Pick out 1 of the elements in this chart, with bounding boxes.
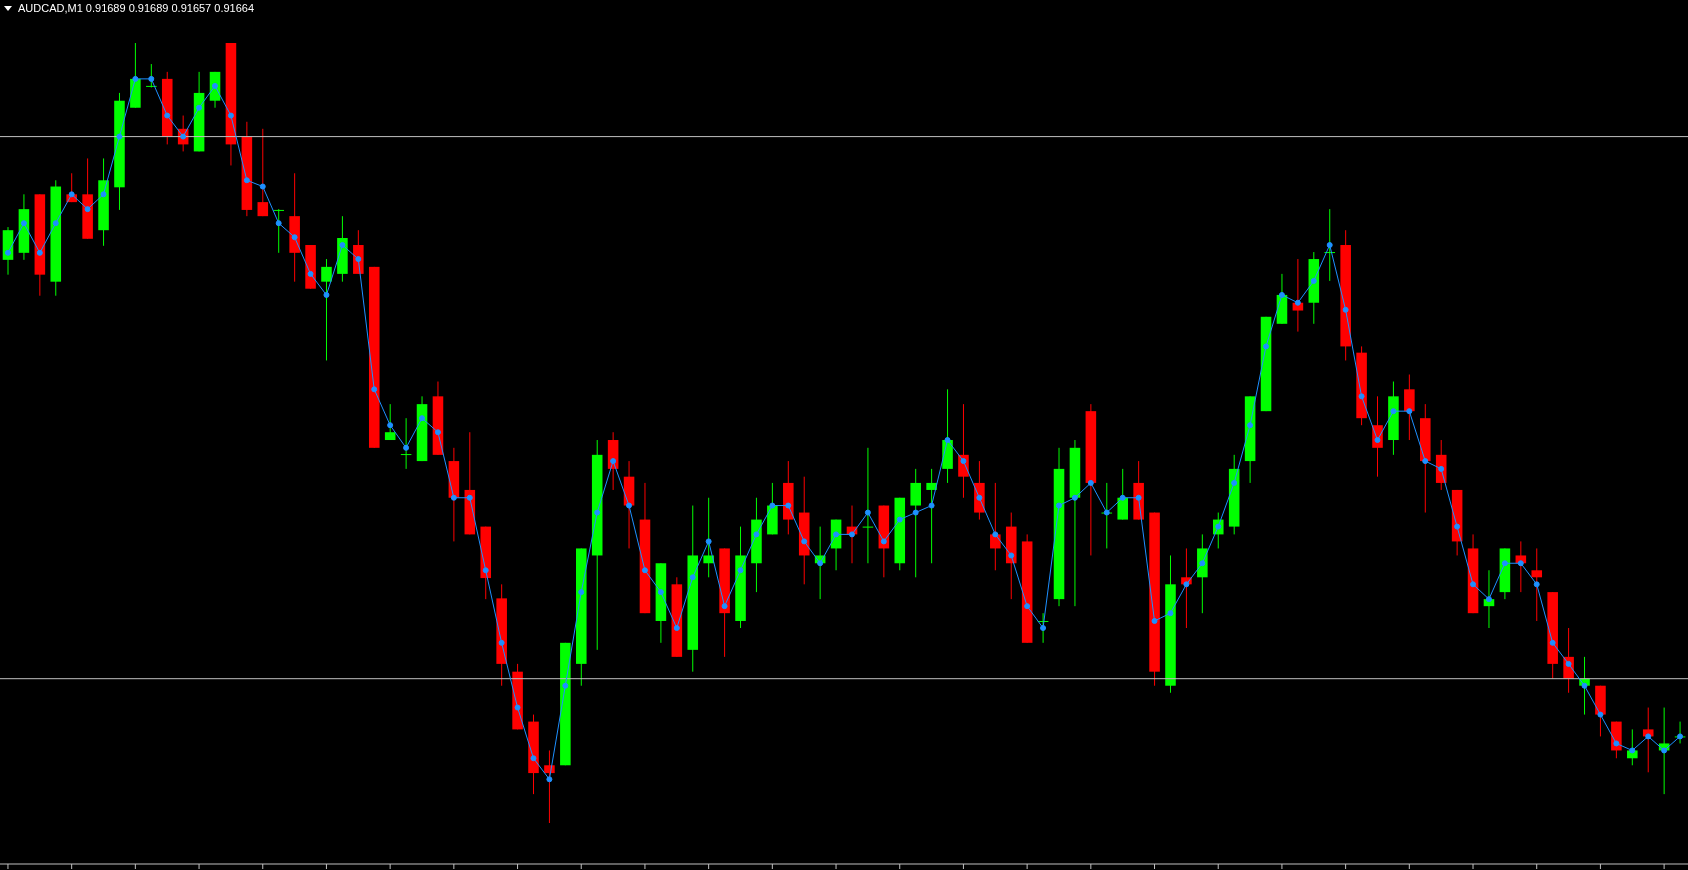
chart-title: AUDCAD,M1 0.91689 0.91689 0.91657 0.91664 <box>18 2 255 14</box>
